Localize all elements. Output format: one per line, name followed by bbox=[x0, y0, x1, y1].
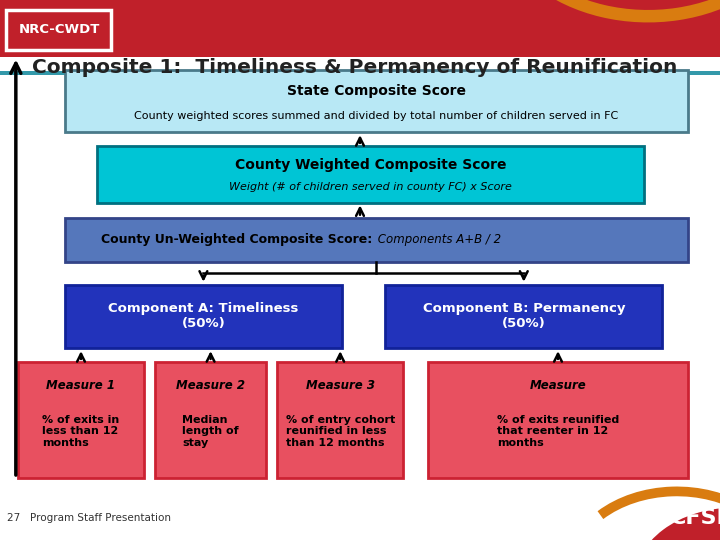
FancyBboxPatch shape bbox=[0, 0, 720, 57]
FancyBboxPatch shape bbox=[65, 285, 342, 348]
Text: % of exits in
less than 12
months: % of exits in less than 12 months bbox=[42, 415, 120, 448]
FancyBboxPatch shape bbox=[155, 362, 266, 478]
Text: Component A: Timeliness
(50%): Component A: Timeliness (50%) bbox=[108, 302, 299, 330]
Text: % of exits reunified
that reenter in 12
months: % of exits reunified that reenter in 12 … bbox=[497, 415, 619, 448]
FancyBboxPatch shape bbox=[65, 70, 688, 132]
Text: Weight (# of children served in county FC) x Score: Weight (# of children served in county F… bbox=[230, 182, 512, 192]
FancyBboxPatch shape bbox=[385, 285, 662, 348]
FancyBboxPatch shape bbox=[18, 362, 144, 478]
Circle shape bbox=[634, 508, 720, 540]
Text: Measure 2: Measure 2 bbox=[176, 379, 245, 392]
FancyBboxPatch shape bbox=[65, 218, 688, 262]
Text: Measure: Measure bbox=[530, 379, 586, 392]
Text: 27   Program Staff Presentation: 27 Program Staff Presentation bbox=[7, 514, 171, 523]
FancyBboxPatch shape bbox=[277, 362, 403, 478]
Text: Composite 1:  Timeliness & Permanency of Reunification: Composite 1: Timeliness & Permanency of … bbox=[32, 58, 678, 77]
Text: Measure 3: Measure 3 bbox=[306, 379, 374, 392]
FancyBboxPatch shape bbox=[428, 362, 688, 478]
Text: Median
length of
stay: Median length of stay bbox=[182, 415, 239, 448]
Text: State Composite Score: State Composite Score bbox=[287, 84, 466, 98]
Text: Component B: Permanency
(50%): Component B: Permanency (50%) bbox=[423, 302, 625, 330]
FancyBboxPatch shape bbox=[97, 146, 644, 202]
Text: NRC-CWDT: NRC-CWDT bbox=[18, 23, 100, 36]
Text: County Un-Weighted Composite Score:: County Un-Weighted Composite Score: bbox=[102, 233, 373, 246]
Text: Components A+B / 2: Components A+B / 2 bbox=[374, 233, 501, 246]
Text: % of entry cohort
reunified in less
than 12 months: % of entry cohort reunified in less than… bbox=[286, 415, 395, 448]
Text: County weighted scores summed and divided by total number of children served in : County weighted scores summed and divide… bbox=[134, 111, 618, 120]
FancyBboxPatch shape bbox=[6, 10, 111, 50]
Text: CFSR: CFSR bbox=[670, 508, 720, 529]
FancyBboxPatch shape bbox=[0, 71, 720, 75]
Text: County Weighted Composite Score: County Weighted Composite Score bbox=[235, 158, 507, 172]
Text: Measure 1: Measure 1 bbox=[47, 379, 115, 392]
